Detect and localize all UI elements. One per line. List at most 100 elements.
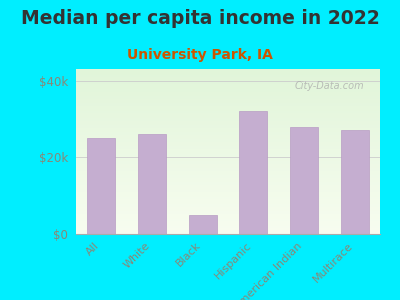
Bar: [76, 204, 380, 205]
Bar: [76, 177, 380, 178]
Bar: [76, 197, 380, 198]
Bar: [76, 133, 380, 134]
Text: Median per capita income in 2022: Median per capita income in 2022: [21, 9, 379, 28]
Bar: [76, 191, 380, 192]
Bar: [76, 141, 380, 142]
Bar: [76, 170, 380, 171]
Bar: [76, 205, 380, 206]
Bar: [76, 173, 380, 174]
Bar: [76, 132, 380, 133]
Bar: [189, 215, 217, 234]
Bar: [76, 150, 380, 151]
Bar: [76, 104, 380, 105]
Bar: [76, 105, 380, 106]
Bar: [76, 203, 380, 204]
Bar: [76, 186, 380, 187]
Bar: [76, 201, 380, 202]
Bar: [76, 151, 380, 152]
Bar: [76, 178, 380, 179]
Bar: [76, 179, 380, 180]
Bar: [76, 128, 380, 129]
Bar: [76, 152, 380, 153]
Bar: [76, 198, 380, 199]
Bar: [76, 224, 380, 225]
Bar: [76, 207, 380, 208]
Text: University Park, IA: University Park, IA: [127, 48, 273, 62]
Text: City-Data.com: City-Data.com: [295, 80, 364, 91]
Bar: [76, 163, 380, 164]
Bar: [76, 228, 380, 229]
Bar: [76, 233, 380, 234]
Bar: [76, 182, 380, 183]
Bar: [76, 147, 380, 148]
Bar: [76, 136, 380, 137]
Bar: [76, 76, 380, 77]
Bar: [76, 148, 380, 149]
Bar: [76, 164, 380, 165]
Bar: [87, 138, 115, 234]
Bar: [341, 130, 369, 234]
Bar: [76, 146, 380, 147]
Bar: [76, 106, 380, 107]
Bar: [76, 119, 380, 120]
Bar: [76, 168, 380, 169]
Bar: [76, 110, 380, 111]
Bar: [76, 142, 380, 143]
Bar: [76, 184, 380, 185]
Bar: [76, 229, 380, 230]
Bar: [76, 220, 380, 221]
Bar: [76, 94, 380, 95]
Bar: [76, 225, 380, 226]
Bar: [76, 188, 380, 189]
Bar: [76, 85, 380, 86]
Bar: [76, 127, 380, 128]
Bar: [76, 169, 380, 170]
Bar: [76, 210, 380, 211]
Bar: [76, 222, 380, 223]
Bar: [76, 95, 380, 96]
Bar: [76, 79, 380, 80]
Bar: [239, 111, 267, 234]
Bar: [76, 217, 380, 218]
Bar: [76, 145, 380, 146]
Bar: [76, 71, 380, 72]
Bar: [138, 134, 166, 234]
Bar: [76, 215, 380, 216]
Bar: [76, 113, 380, 114]
Bar: [76, 185, 380, 186]
Bar: [76, 172, 380, 173]
Bar: [76, 111, 380, 112]
Bar: [76, 126, 380, 127]
Bar: [76, 202, 380, 203]
Bar: [76, 103, 380, 104]
Bar: [76, 159, 380, 160]
Bar: [76, 135, 380, 136]
Bar: [76, 130, 380, 131]
Bar: [76, 131, 380, 132]
Bar: [76, 92, 380, 93]
Bar: [76, 221, 380, 222]
Bar: [76, 98, 380, 99]
Bar: [76, 161, 380, 162]
Bar: [76, 155, 380, 156]
Bar: [76, 157, 380, 158]
Bar: [76, 199, 380, 200]
Bar: [76, 112, 380, 113]
Bar: [76, 213, 380, 214]
Bar: [76, 194, 380, 195]
Bar: [76, 90, 380, 91]
Bar: [76, 102, 380, 103]
Bar: [76, 193, 380, 194]
Bar: [76, 200, 380, 201]
Bar: [76, 190, 380, 191]
Bar: [76, 158, 380, 159]
Bar: [76, 180, 380, 181]
Bar: [76, 72, 380, 73]
Bar: [76, 137, 380, 138]
Bar: [76, 223, 380, 224]
Bar: [76, 160, 380, 161]
Bar: [76, 144, 380, 145]
Bar: [76, 175, 380, 176]
Bar: [76, 75, 380, 76]
Bar: [76, 97, 380, 98]
